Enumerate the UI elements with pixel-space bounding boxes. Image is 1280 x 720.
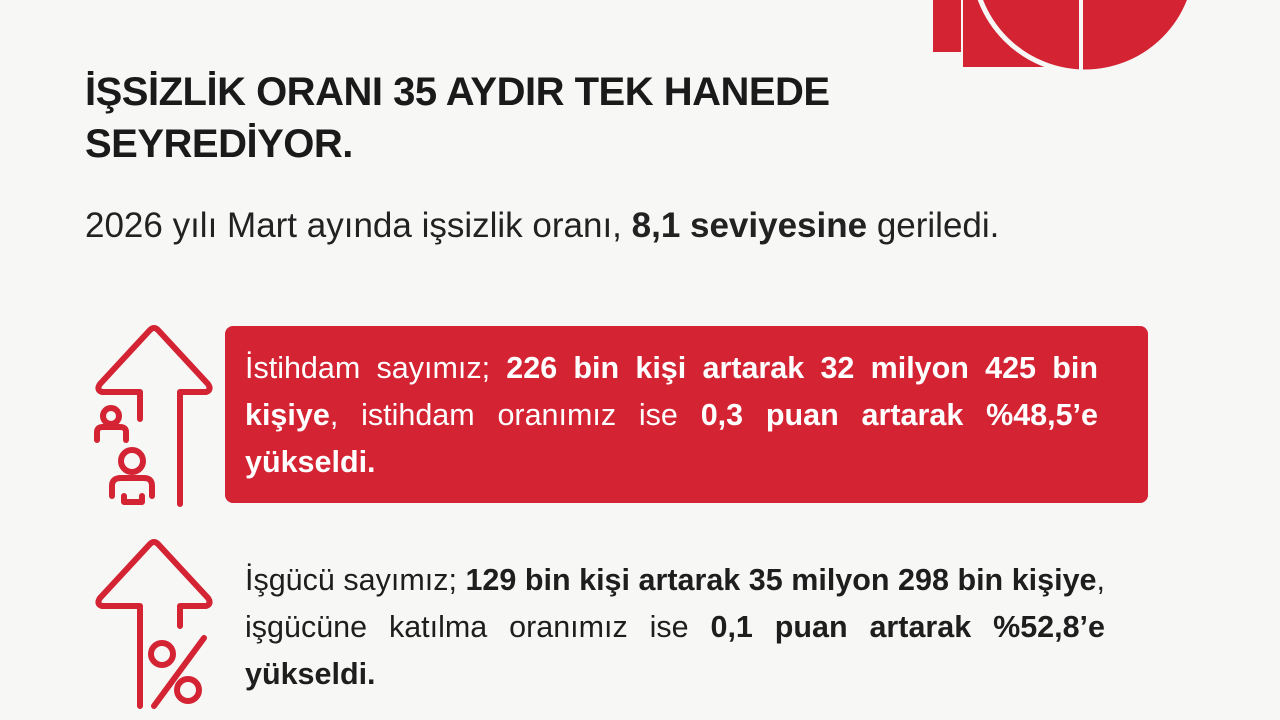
employment-label: İstihdam sayımız; <box>245 351 507 385</box>
headline: İŞSİZLİK ORANI 35 AYDIR TEK HANEDE SEYRE… <box>85 70 830 166</box>
subtitle-highlight: 8,1 seviyesine <box>631 206 868 245</box>
employment-text: İstihdam sayımız; 226 bin kişi artarak 3… <box>245 345 1098 486</box>
subtitle-text-end: geriledi. <box>867 206 1000 245</box>
participation-rate: 0,1 puan artarak %52,8’e yükseldi. <box>245 610 1105 691</box>
employment-rate: 0,3 puan artarak %48,5’e yükseldi. <box>245 398 1098 479</box>
employment-rate-label: , istihdam oranımız ise <box>329 398 701 432</box>
logo-graphic <box>933 0 1193 70</box>
labor-force-count: 129 bin kişi artarak 35 milyon 298 bin k… <box>465 563 1097 597</box>
labor-force-text: İşgücü sayımız; 129 bin kişi artarak 35 … <box>245 557 1105 698</box>
labor-force-label: İşgücü sayımız; <box>245 563 466 597</box>
subtitle: 2026 yılı Mart ayında işsizlik oranı, 8,… <box>85 202 1145 250</box>
participation-label: , işgücüne katılma oranımız ise <box>245 563 1105 644</box>
subtitle-text: 2026 yılı Mart ayında işsizlik oranı, <box>85 206 632 245</box>
arrow-up-people-icon <box>94 325 213 507</box>
employment-count: 226 bin kişi artarak 32 milyon 425 bin k… <box>245 351 1098 432</box>
employment-card <box>225 326 1148 503</box>
arrow-up-percent-icon <box>95 539 213 709</box>
